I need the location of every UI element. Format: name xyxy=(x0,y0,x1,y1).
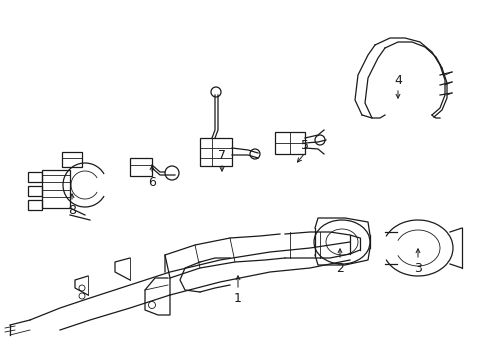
Text: 4: 4 xyxy=(393,73,401,86)
Text: 6: 6 xyxy=(148,176,156,189)
Bar xyxy=(200,138,231,166)
Text: 7: 7 xyxy=(218,149,225,162)
Text: 8: 8 xyxy=(68,203,76,216)
Text: 1: 1 xyxy=(234,292,242,305)
Bar xyxy=(28,172,42,182)
Bar xyxy=(42,170,70,208)
Bar xyxy=(130,158,152,176)
Text: 5: 5 xyxy=(301,139,308,152)
Text: 3: 3 xyxy=(413,261,421,275)
Bar xyxy=(62,152,82,167)
Bar xyxy=(274,132,305,154)
Bar xyxy=(28,186,42,196)
Bar xyxy=(28,200,42,210)
Text: 2: 2 xyxy=(335,261,343,275)
